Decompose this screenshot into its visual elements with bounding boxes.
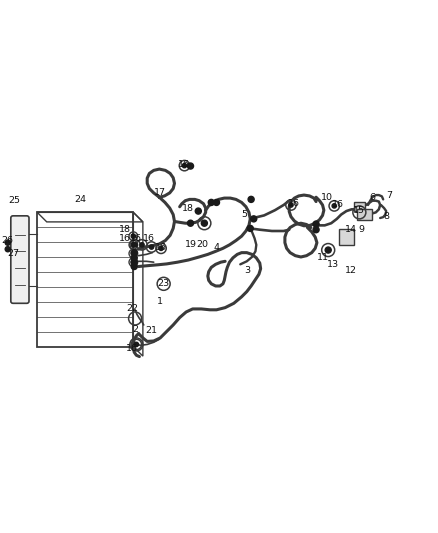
FancyBboxPatch shape <box>11 216 29 303</box>
Text: 2: 2 <box>133 325 138 334</box>
Circle shape <box>131 249 137 256</box>
Circle shape <box>5 247 11 252</box>
Text: 13: 13 <box>327 260 339 269</box>
Text: 4: 4 <box>213 243 219 252</box>
Circle shape <box>182 164 187 168</box>
Text: 12: 12 <box>345 266 357 276</box>
Text: 10: 10 <box>321 193 333 201</box>
Text: 1: 1 <box>157 297 163 305</box>
Bar <box>339 229 354 245</box>
Text: 16: 16 <box>126 344 138 353</box>
Text: 16: 16 <box>119 234 131 243</box>
Circle shape <box>131 252 135 256</box>
Circle shape <box>131 259 137 265</box>
Text: 21: 21 <box>145 326 158 335</box>
Circle shape <box>131 234 135 238</box>
Text: 16: 16 <box>143 234 155 243</box>
Circle shape <box>133 243 137 247</box>
Circle shape <box>134 342 138 346</box>
Text: 18: 18 <box>182 204 194 213</box>
Text: 16: 16 <box>155 243 167 252</box>
Circle shape <box>251 216 257 222</box>
Circle shape <box>131 255 137 261</box>
Text: 16: 16 <box>288 199 300 208</box>
Text: 26: 26 <box>1 236 13 245</box>
Text: 6: 6 <box>369 193 375 201</box>
Text: 7: 7 <box>387 191 393 199</box>
Circle shape <box>131 263 137 270</box>
Text: 22: 22 <box>126 304 138 313</box>
Text: 17: 17 <box>154 188 166 197</box>
Circle shape <box>247 225 253 231</box>
Bar <box>354 201 365 211</box>
Circle shape <box>131 260 135 264</box>
Circle shape <box>313 227 319 233</box>
Circle shape <box>131 243 135 247</box>
Text: 11: 11 <box>317 253 328 262</box>
Text: 25: 25 <box>8 196 20 205</box>
Text: 23: 23 <box>158 279 170 288</box>
Circle shape <box>195 208 201 214</box>
Text: 3: 3 <box>244 266 250 276</box>
Circle shape <box>208 199 214 205</box>
Circle shape <box>332 204 336 208</box>
Text: 16: 16 <box>131 234 142 243</box>
Circle shape <box>140 243 144 247</box>
Text: 5: 5 <box>242 210 247 219</box>
Text: 16: 16 <box>332 200 344 208</box>
Circle shape <box>325 247 331 253</box>
Text: 14: 14 <box>345 225 357 234</box>
Circle shape <box>313 221 319 227</box>
Bar <box>357 209 372 220</box>
Circle shape <box>5 240 11 245</box>
Text: 16: 16 <box>178 160 190 169</box>
Text: 8: 8 <box>384 212 390 221</box>
Circle shape <box>187 220 194 226</box>
Text: 27: 27 <box>7 249 19 258</box>
Circle shape <box>149 245 154 249</box>
Text: 20: 20 <box>197 240 208 249</box>
Circle shape <box>201 220 207 226</box>
Circle shape <box>248 196 254 203</box>
Text: 18: 18 <box>119 225 131 234</box>
Text: 24: 24 <box>74 195 86 204</box>
Circle shape <box>213 199 219 205</box>
Text: 9: 9 <box>359 225 364 234</box>
Text: 15: 15 <box>353 206 365 215</box>
Circle shape <box>159 246 163 251</box>
Text: 19: 19 <box>185 240 198 249</box>
Circle shape <box>187 163 194 169</box>
Circle shape <box>289 203 293 207</box>
